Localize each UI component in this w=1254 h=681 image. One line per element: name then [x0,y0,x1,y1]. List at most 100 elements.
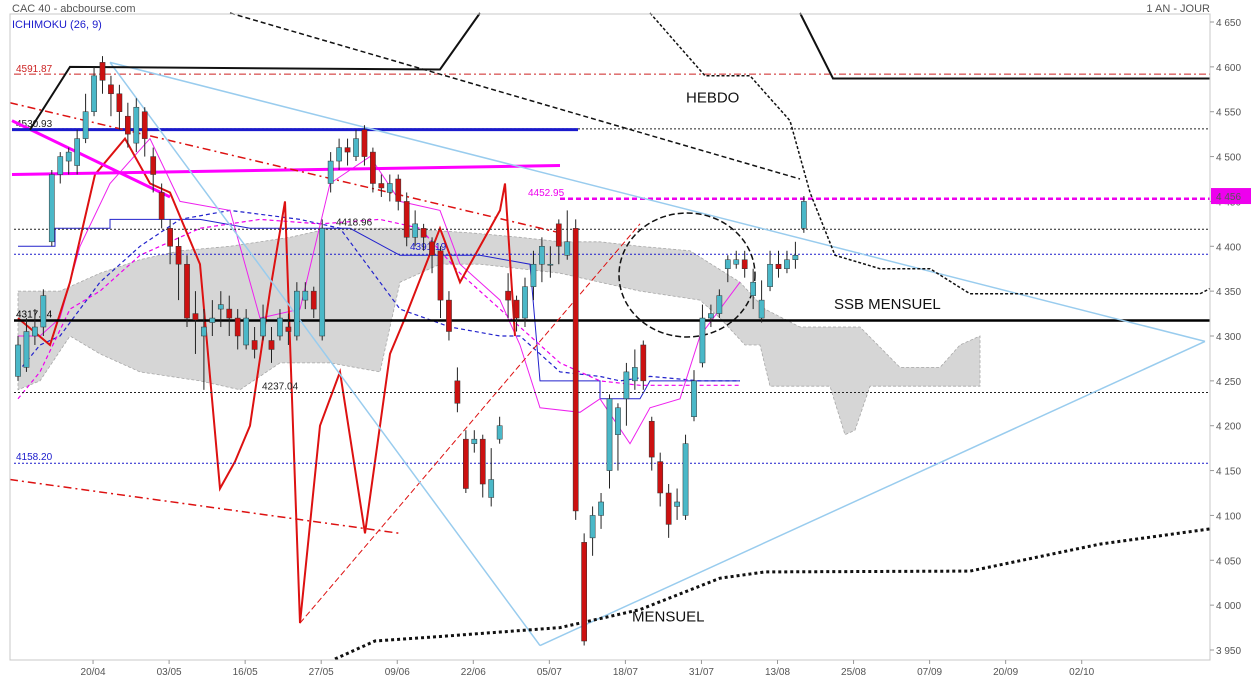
x-tick-label: 31/07 [689,667,714,678]
candle-body [294,290,300,337]
hebdo-line-right [799,12,1210,80]
candle-body [496,425,503,440]
candle-body [505,290,511,301]
candle-body [133,106,140,144]
candle-body [226,308,233,319]
x-tick-label: 20/04 [81,667,106,678]
candle-body [488,479,495,498]
candle-body [708,313,714,319]
candle-body [302,290,309,301]
consolidation-circle [618,212,756,338]
candle-body [775,263,782,269]
candle-body [234,317,241,337]
y-tick-label: 3 950 [1216,646,1241,657]
candle-body [40,295,47,328]
x-tick-label: 09/06 [385,667,410,678]
candle-body [547,263,554,266]
candle-body [555,223,562,247]
lightblue-bottom [539,340,1206,647]
candle-body [184,263,190,319]
red-rising-line [299,223,641,624]
candle-body [48,174,55,243]
candle-body [217,304,224,310]
annotations: HEBDO SSB MENSUEL MENSUEL [632,90,941,626]
candle-body [378,183,385,189]
ichimoku-cloud-area [17,227,981,436]
senkou-dashed [17,218,740,400]
last-price-tag [1211,188,1251,205]
candle-body [665,492,672,525]
candle-body [522,286,528,319]
candle-body [792,255,799,260]
level-label: 4317.24 [16,310,53,321]
candle-body [361,129,368,157]
candle-body [91,75,97,112]
candle-body [319,228,326,337]
x-tick-label: 22/06 [461,667,486,678]
x-tick-label: 25/08 [841,667,866,678]
candle-body [251,340,258,350]
candle-body [209,317,216,323]
candle-body [150,156,157,175]
candle-body [741,259,748,269]
kijun-line [18,218,740,400]
candle-body [463,438,469,489]
candle-body [74,138,81,166]
y-tick-label: 4 550 [1216,108,1241,119]
plot-frame [9,13,1211,661]
x-tick-label: 20/09 [993,667,1018,678]
candle-body [446,299,452,332]
candle-body [623,371,630,400]
mensuel-dotted [334,527,1211,661]
candle-body [564,241,571,256]
candle-body [429,241,435,256]
candle-body [513,299,520,319]
candles [15,56,807,646]
last-price-label: 4 456 [1216,192,1241,203]
candle-body [682,443,689,516]
annotation-mensuel: MENSUEL [632,608,705,625]
x-tick-label: 03/05 [157,667,182,678]
y-tick-label: 4 050 [1216,556,1241,567]
y-tick-label: 4 500 [1216,153,1241,164]
candle-body [370,151,376,184]
y-tick-label: 4 650 [1216,18,1241,29]
y-tick-label: 4 250 [1216,377,1241,388]
candle-body [530,263,537,287]
candle-body [572,228,579,512]
candle-body [353,138,359,157]
candle-body [327,160,334,184]
y-tick-label: 4 000 [1216,601,1241,612]
candle-body [733,259,740,265]
annotation-ssb-mensuel: SSB MENSUEL [834,296,941,313]
candle-body [192,313,199,321]
candle-body [158,192,165,220]
candle-body [606,398,613,471]
y-tick-label: 4 300 [1216,332,1241,343]
candle-body [175,246,182,265]
candle-body [750,281,756,296]
candle-body [260,317,266,337]
price-red-line [17,136,516,624]
candle-body [277,317,283,337]
candle-body [310,290,317,310]
level-label: 4418.96 [336,217,373,228]
y-tick-label: 4 350 [1216,287,1241,298]
candle-body [674,501,680,507]
x-tick-label: 27/05 [309,667,334,678]
candle-body [344,147,351,153]
indicator-label: ICHIMOKU (26, 9) [12,19,102,31]
lightblue-down [109,61,541,646]
candle-body [23,331,30,368]
annotation-hebdo: HEBDO [686,90,739,107]
candle-body [615,407,621,435]
y-tick-label: 4 400 [1216,242,1241,253]
candle-body [581,542,587,642]
level-label: 4591.87 [16,64,53,75]
candle-body [32,326,38,337]
x-tick-label: 16/05 [233,667,258,678]
candle-body [65,151,72,162]
candle-body [640,344,647,382]
